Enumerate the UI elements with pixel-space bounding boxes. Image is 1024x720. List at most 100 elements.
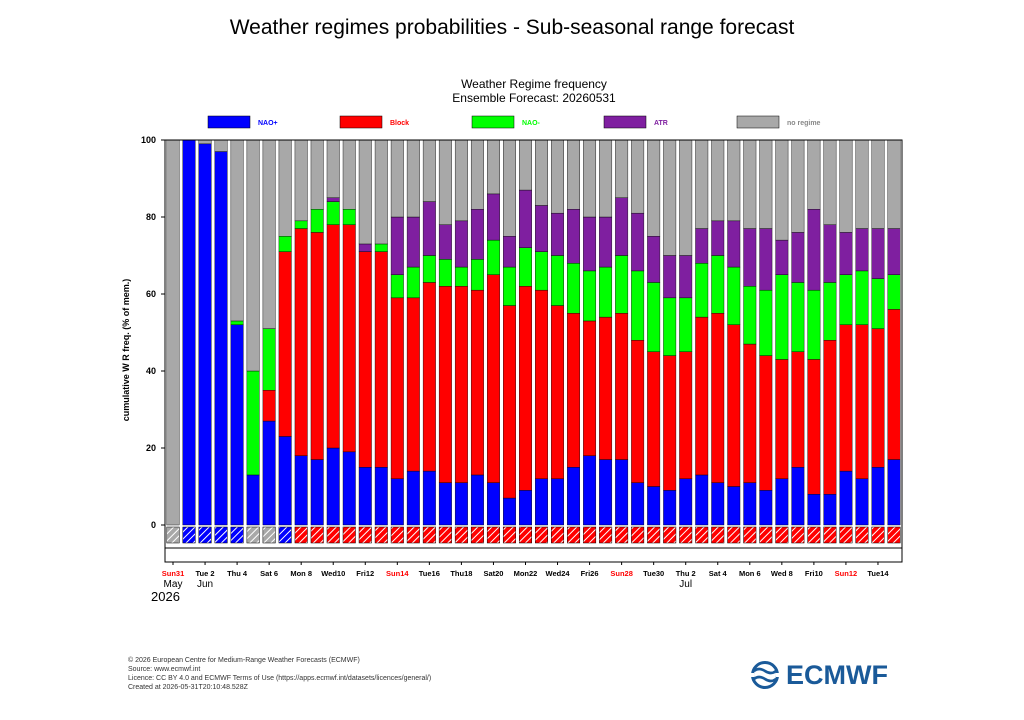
bar-segment-atr [406,216,420,268]
x-tick-label: Fri10 [805,569,823,578]
dominant-regime-marker [390,526,404,544]
bar-segment-block [358,251,372,468]
bar-segment-nao-plus [679,478,693,526]
bar-segment-no-regime [326,139,340,198]
bar-segment-nao-minus [647,282,661,352]
bar-segment-block [711,313,725,483]
bar-segment-block [535,289,548,479]
dominant-regime-marker [855,526,869,544]
bar-segment-no-regime [342,139,356,210]
bar-segment-block [294,228,308,456]
page-title: Weather regimes probabilities - Sub-seas… [229,16,795,39]
ecmwf-logo[interactable]: ECMWF [748,660,888,690]
dominant-regime-marker [871,526,885,544]
bar-segment-nao-plus [182,139,196,526]
month-label: May [164,579,183,590]
year-label: 2026 [151,589,180,604]
bar-segment-nao-plus [551,478,564,526]
bar-segment-block [871,328,885,468]
bar-segment-no-regime [390,139,404,218]
x-tick-label: Wed10 [321,569,345,578]
bar-segment-atr [486,193,500,241]
y-axis-label: cumulative W R freq. (% of mem.) [121,279,131,422]
bar-segment-no-regime [583,139,597,218]
bar-segment-nao-plus [631,482,645,526]
bar-segment-nao-plus [519,490,532,526]
bar-segment-block [775,359,789,480]
bar-segment-nao-minus [727,266,741,325]
bar-segment-block [438,286,452,483]
bar-segment-block [631,340,645,483]
x-tick-label: Tue 2 [196,569,215,578]
month-label: Jun [197,579,213,590]
chart-title: Weather Regime frequency [461,77,607,91]
bar-segment-block [310,232,324,460]
dominant-regime-marker [518,526,532,544]
dominant-regime-marker [326,526,340,544]
bar-segment-no-regime [278,139,292,237]
bar-segment-no-regime [615,139,629,198]
bar-segment-nao-plus [390,478,404,526]
bar-segment-nao-minus [230,320,244,326]
bar-segment-block [551,305,564,479]
bar-segment-block [422,282,436,472]
dominant-regime-marker [791,526,805,544]
bar-segment-nao-minus [310,209,324,233]
bar-segment-nao-plus [663,490,677,526]
bar-segment-nao-minus [262,328,276,391]
legend-label: no regime [787,120,821,127]
bar-segment-block [791,351,805,468]
y-tick-label: 40 [146,366,156,376]
x-tick-label: Tue30 [643,569,664,578]
legend-swatch-no-regime [736,115,780,129]
bar-segment-nao-plus [599,459,613,526]
bar-segment-atr [615,197,629,256]
y-tick-label: 80 [146,212,156,222]
bar-segment-atr [791,232,805,283]
bar-segment-no-regime [503,139,516,237]
bar-segment-nao-minus [374,243,388,252]
bar-segment-nao-plus [711,482,725,526]
bar-segment-nao-minus [294,220,308,229]
x-tick-label: Sun28 [610,569,633,578]
bar-segment-nao-minus [519,247,532,287]
bar-segment-no-regime [759,139,773,229]
dominant-regime-marker [230,526,244,544]
bar-segment-atr [551,212,564,256]
bar-segment-atr [454,220,468,268]
legend-swatch-nao-minus [471,115,515,129]
bar-segment-nao-plus [326,447,340,526]
x-tick-label: Sun31 [162,569,185,578]
bar-segment-no-regime [679,139,693,256]
bar-segment-no-regime [599,139,613,218]
bar-segment-nao-plus [871,467,885,526]
y-tick-label: 60 [146,289,156,299]
dominant-regime-marker [583,526,597,544]
bar-segment-atr [519,189,532,249]
bar-segment-atr [695,228,709,264]
bar-segment-atr [503,236,516,268]
bar-segment-nao-plus [567,467,581,526]
x-tick-label: Mon 6 [739,569,761,578]
x-tick-label: Thu 4 [227,569,248,578]
y-tick-label: 100 [141,135,156,145]
bar-segment-nao-plus [454,482,468,526]
bar-segment-no-regime [695,139,709,229]
dominant-regime-marker [294,526,308,544]
bar-segment-nao-plus [470,474,484,526]
bar-segment-nao-minus [278,236,292,252]
dominant-regime-marker [887,526,901,544]
bar-segment-no-regime [551,139,564,214]
bar-segment-no-regime [887,139,901,229]
bar-segment-no-regime [855,139,869,229]
bar-segment-no-regime [470,139,484,210]
dominant-regime-marker [198,526,212,544]
bar-segment-atr [775,239,789,275]
x-tick-label: Sun12 [835,569,858,578]
bar-segment-no-regime [438,139,452,225]
bar-segment-nao-plus [695,474,709,526]
bar-segment-atr [839,232,853,275]
bar-segment-nao-plus [422,470,436,526]
dominant-regime-marker [374,526,388,544]
